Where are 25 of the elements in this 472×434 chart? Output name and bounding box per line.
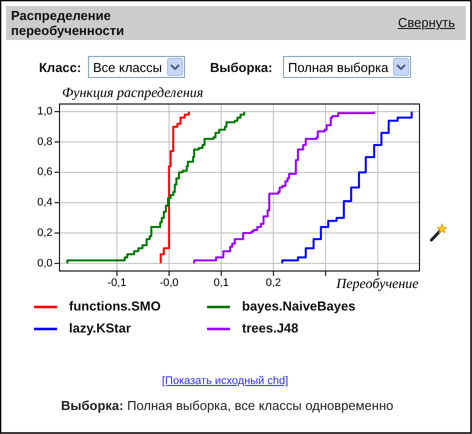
legend-label: bayes.NaiveBayes xyxy=(242,298,356,314)
dropdown-field: Все классы xyxy=(88,56,185,78)
text: Свернуть xyxy=(398,15,456,30)
legend-label: trees.J48 xyxy=(242,320,298,336)
text: Полная выборка, все классы одновременно xyxy=(127,398,394,413)
y-tick-label: 0,8 xyxy=(37,136,52,148)
x-tick-label: -0,0 xyxy=(160,276,179,289)
y-tick-label: 0,6 xyxy=(37,166,52,178)
chart-title: Распределение переобученности xyxy=(11,8,126,38)
text: Класс: xyxy=(39,60,82,75)
x-tick-label: -0,1 xyxy=(107,276,126,289)
x-axis-title: Переобучение xyxy=(335,277,418,292)
y-tick-label: 0,0 xyxy=(37,257,52,270)
x-tick-label: 0,1 xyxy=(214,276,229,289)
y-tick-label: 1,0 xyxy=(37,105,52,118)
y-tick-label: 0,2 xyxy=(37,226,52,239)
y-axis-title: Функция распределения xyxy=(62,86,204,101)
dropdown-field: Полная выборка xyxy=(283,56,411,78)
legend-label: functions.SMO xyxy=(69,298,161,314)
x-tick-label: 0,2 xyxy=(266,276,282,289)
text: Выборка: xyxy=(61,398,124,413)
text: [Показать исходный chd] xyxy=(162,374,288,389)
legend-label: lazy.KStar xyxy=(69,320,131,336)
text: Выборка: xyxy=(210,60,272,75)
y-tick-label: 0,4 xyxy=(37,196,52,209)
